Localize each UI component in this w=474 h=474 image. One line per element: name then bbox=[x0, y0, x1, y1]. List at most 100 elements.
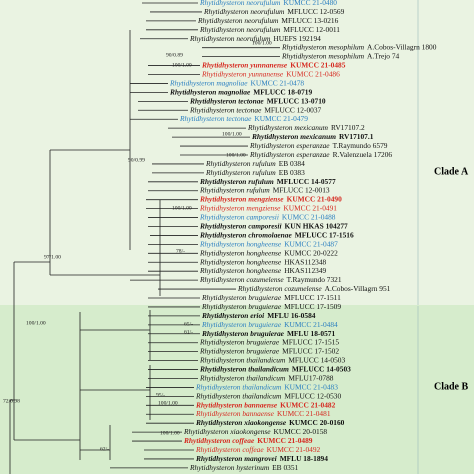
leaf-label: Rhytidhysteron coffeae KUMCC 21-0492 bbox=[195, 445, 321, 454]
strain: KUMCC 21-0478 bbox=[251, 78, 305, 87]
leaf-label: Rhytidhysteron xiaokongense KUMCC 20-0160 bbox=[195, 418, 345, 427]
species-name: Rhytidhysteron hongheense bbox=[199, 257, 282, 266]
species-name: Rhytidhysteron thailandicum bbox=[199, 364, 289, 373]
species-name: Rhytidhysteron bruguierae bbox=[199, 346, 280, 355]
leaf-label: Rhytidhysteron neorufulum MFLUCC 13-0216 bbox=[197, 16, 339, 25]
strain: MFLUCC 17-1516 bbox=[295, 230, 354, 239]
strain: KUMCC 21-0492 bbox=[267, 445, 321, 454]
strain: EB 0383 bbox=[279, 168, 305, 177]
species-name: Rhytidhysteron bruguierae bbox=[201, 302, 282, 311]
strain: RV17107.2 bbox=[331, 123, 365, 132]
species-name: Rhytidhysteron magnoliae bbox=[169, 87, 251, 96]
strain: KUMCC 21-0479 bbox=[254, 114, 308, 123]
species-name: Rhytidhysteron rufulum bbox=[205, 168, 276, 177]
leaf-label: Rhytidhysteron tectonae MFLUCC 12-0037 bbox=[189, 105, 322, 114]
strain: RV17107.1 bbox=[339, 132, 374, 141]
leaf-label: Rhytidhysteron hysterinum EB 0351 bbox=[189, 463, 299, 472]
strain: KUMCC 21-0489 bbox=[257, 436, 313, 445]
strain: KUMCC 21-0486 bbox=[286, 69, 340, 78]
leaf-label: Rhytidhysteron tectonae KUMCC 21-0479 bbox=[179, 114, 308, 123]
strain: MFLUCC 12-0013 bbox=[273, 185, 330, 194]
species-name: Rhytidhysteron neorufulum bbox=[199, 0, 281, 7]
leaf-label: Rhytidhysteron thailandicum MFLUCC 14-050… bbox=[199, 364, 351, 373]
leaf-label: Rhytidhysteron neorufulum MFLUCC 12-0011 bbox=[199, 25, 340, 34]
leaf-label: Rhytidhysteron bruguierae MFLU 18-0571 bbox=[201, 328, 335, 337]
leaf-label: Rhytidhysteron tectonae MFLUCC 13-0710 bbox=[189, 96, 326, 105]
species-name: Rhytidhysteron thailandicum bbox=[195, 382, 282, 391]
strain: MFLUCC 18-0719 bbox=[253, 87, 312, 96]
species-name: Rhytidhysteron bruguierae bbox=[201, 320, 282, 329]
support-value: 78/- bbox=[176, 248, 185, 254]
species-name: Rhytidhysteron neorufulum bbox=[189, 33, 271, 42]
species-name: Rhytidhysteron hongheense bbox=[199, 248, 282, 257]
support-value: 65/- bbox=[184, 321, 193, 327]
strain: KUN HKAS 104277 bbox=[285, 221, 349, 230]
species-name: Rhytidhysteron rufulum bbox=[205, 159, 276, 168]
strain: MFLU17-0788 bbox=[288, 373, 333, 382]
species-name: Rhytidhysteron chromolaenae bbox=[199, 230, 292, 239]
strain: KUMCC 20-0160 bbox=[289, 418, 345, 427]
support-value: 100/1.00 bbox=[26, 320, 46, 326]
leaf-label: Rhytidhysteron mangrovei MFLU 18-1894 bbox=[195, 454, 328, 463]
leaf-label: Rhytidhysteron neorufulum KUMCC 21-0480 bbox=[199, 0, 337, 7]
leaf-label: Rhytidhysteron bannaense KUMCC 21-0482 bbox=[195, 400, 336, 409]
strain: KUMCC 21-0481 bbox=[277, 409, 331, 418]
species-name: Rhytidhysteron esperanzae bbox=[249, 150, 330, 159]
strain: EB 0351 bbox=[272, 463, 298, 472]
clade-label: Clade A bbox=[434, 166, 469, 177]
strain: MFLUCC 12-0530 bbox=[284, 391, 341, 400]
species-name: Rhytidhysteron hongheense bbox=[199, 266, 282, 275]
leaf-label: Rhytidhysteron esperanzae R.Valenzuela 17… bbox=[249, 150, 392, 159]
strain: KUMCC 21-0483 bbox=[284, 382, 338, 391]
strain: MFLUCC 13-0710 bbox=[267, 96, 326, 105]
leaf-label: Rhytidhysteron rufulum EB 0383 bbox=[205, 168, 305, 177]
support-value: 100/1.00 bbox=[222, 131, 242, 137]
leaf-label: Rhytidhysteron yunnanense KUMCC 21-0486 bbox=[201, 69, 340, 78]
species-name: Rhytidhysteron esperanzae bbox=[249, 141, 330, 150]
strain: EB 0384 bbox=[279, 159, 305, 168]
species-name: Rhytidhysteron camporesii bbox=[199, 212, 279, 221]
clade-a-background bbox=[0, 0, 474, 305]
strain: KUMCC 21-0487 bbox=[284, 239, 338, 248]
leaf-label: Rhytidhysteron hongheense HKAS112349 bbox=[199, 266, 327, 275]
leaf-label: Rhytidhysteron bruguierae KUMCC 21-0484 bbox=[201, 320, 338, 329]
support-value: 97/1.00 bbox=[44, 254, 61, 260]
strain: T.Raymundo 6579 bbox=[333, 141, 388, 150]
support-value: 100/1.00 bbox=[160, 430, 180, 436]
species-name: Rhytidhysteron bruguierae bbox=[199, 337, 280, 346]
species-name: Rhytidhysteron hysterinum bbox=[189, 463, 270, 472]
species-name: Rhytidhysteron coffeae bbox=[183, 436, 255, 445]
leaf-label: Rhytidhysteron thailandicum KUMCC 21-0483 bbox=[195, 382, 338, 391]
species-name: Rhytidhysteron erioi bbox=[201, 311, 265, 320]
species-name: Rhytidhysteron thailandicum bbox=[199, 355, 286, 364]
support-value: 100/1.00 bbox=[252, 40, 272, 46]
leaf-label: Rhytidhysteron bannaense KUMCC 21-0481 bbox=[195, 409, 331, 418]
species-name: Rhytidhysteron thailandicum bbox=[199, 373, 286, 382]
species-name: Rhytidhysteron mangrovei bbox=[195, 454, 278, 463]
species-name: Rhytidhysteron rufulum bbox=[199, 185, 270, 194]
species-name: Rhytidhysteron xiaokongense bbox=[195, 418, 287, 427]
species-name: Rhytidhysteron mengziense bbox=[199, 194, 284, 203]
support-value: 72/0.98 bbox=[3, 398, 20, 404]
leaf-label: Rhytidhysteron camporesii KUN HKAS 104277 bbox=[199, 221, 348, 230]
strain: A.Cobos-Villagrn 1800 bbox=[367, 42, 437, 51]
strain: MFLUCC 12-0011 bbox=[283, 25, 340, 34]
leaf-label: Rhytidhysteron bruguierae MFLUCC 17-1502 bbox=[199, 346, 339, 355]
leaf-label: Rhytidhysteron bruguierae MFLUCC 17-1511 bbox=[201, 293, 341, 302]
strain: KUMCC 21-0485 bbox=[290, 60, 346, 69]
leaf-label: Rhytidhysteron neorufulum HUEFS 192194 bbox=[189, 33, 321, 42]
leaf-label: Rhytidhysteron thailandicum MFLUCC 14-050… bbox=[199, 355, 346, 364]
leaf-label: Rhytidhysteron mexicanum RV17107.2 bbox=[247, 123, 365, 132]
species-name: Rhytidhysteron coffeae bbox=[195, 445, 264, 454]
strain: A.Trejo 74 bbox=[367, 51, 399, 60]
species-name: Rhytidhysteron mexicanum bbox=[251, 132, 336, 141]
leaf-label: Rhytidhysteron neorufulum MFLUCC 12-0569 bbox=[203, 7, 345, 16]
leaf-label: Rhytidhysteron mesophilum A.Cobos-Villagr… bbox=[281, 42, 437, 51]
leaf-label: Rhytidhysteron erioi MFLU 16-0584 bbox=[201, 311, 316, 320]
strain: KUMCC 21-0488 bbox=[282, 212, 336, 221]
species-name: Rhytidhysteron bruguierae bbox=[201, 293, 282, 302]
species-name: Rhytidhysteron cozumelense bbox=[199, 275, 284, 284]
strain: T.Raymundo 7321 bbox=[287, 275, 342, 284]
strain: HKAS112348 bbox=[284, 257, 326, 266]
